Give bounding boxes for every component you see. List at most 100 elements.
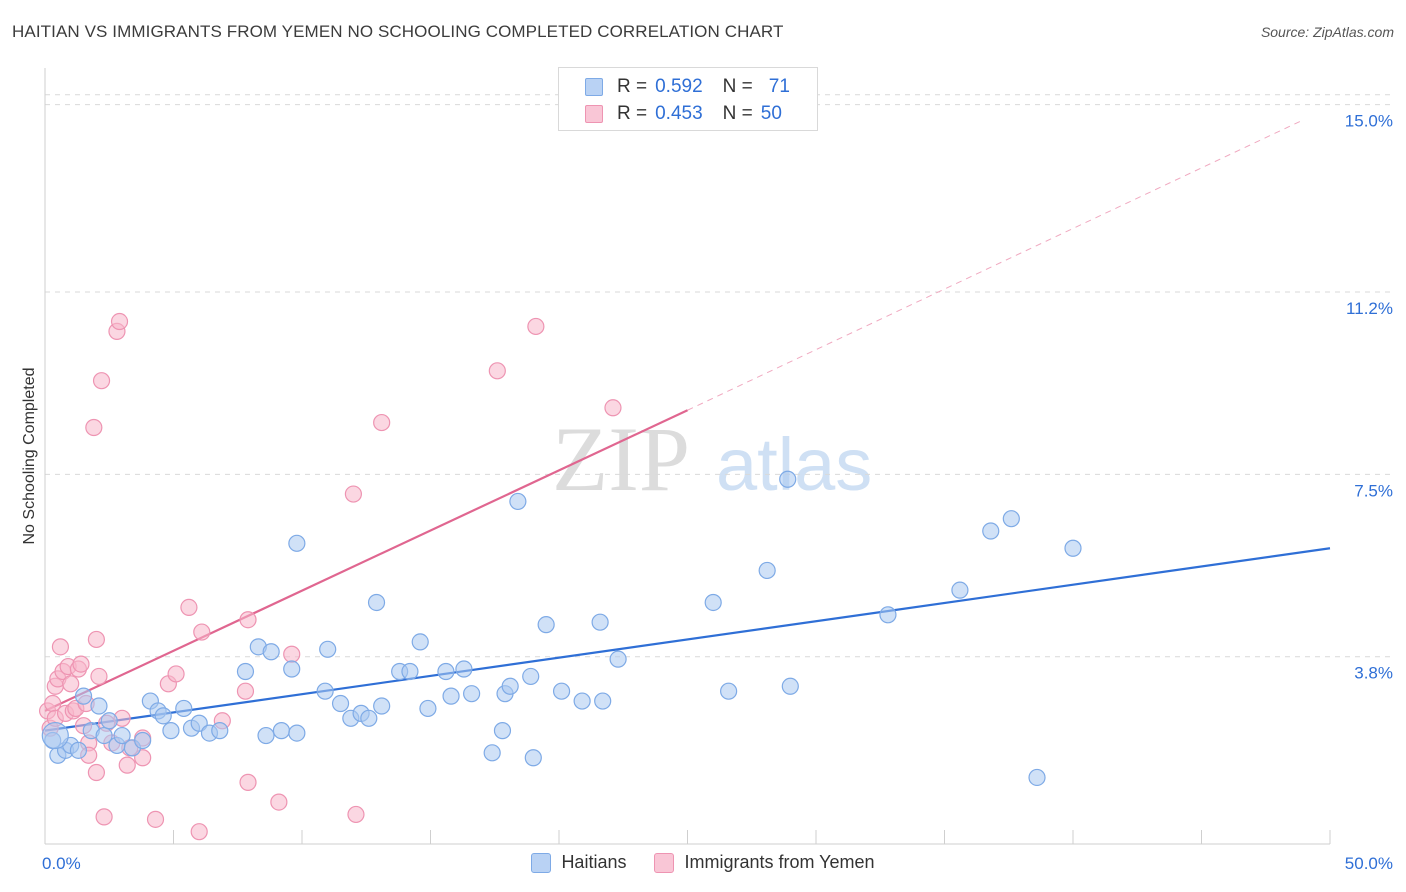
yemen-point	[373, 413, 391, 432]
haitian-trend-line	[44, 547, 1331, 732]
haitian-point	[257, 726, 275, 745]
n-label: N =	[722, 76, 753, 97]
haitian-point	[69, 741, 88, 759]
haitian-point	[316, 682, 334, 700]
haitian-point	[483, 744, 501, 762]
haitian-point	[573, 692, 591, 710]
yemen-point	[190, 823, 208, 841]
haitian-point	[262, 643, 280, 661]
haitian-point	[720, 682, 738, 700]
yemen-point	[90, 667, 108, 686]
legend-swatch-haitians	[585, 78, 603, 96]
yemen-point	[110, 312, 129, 331]
haitian-point	[100, 712, 118, 730]
yemen-point	[146, 810, 165, 828]
data-points	[38, 312, 1082, 841]
n-label: N =	[722, 103, 753, 124]
series-legend: Haitians Immigrants from Yemen	[0, 852, 1406, 873]
haitian-point	[373, 697, 391, 715]
haitian-point	[758, 561, 776, 580]
haitian-point	[501, 677, 519, 695]
haitian-point	[609, 650, 627, 668]
y-tick-label: 7.5%	[1354, 481, 1393, 500]
haitian-point	[522, 667, 540, 686]
haitian-point	[272, 722, 291, 740]
haitian-point	[591, 613, 609, 631]
yemen-point	[87, 630, 106, 649]
legend-row-haitians: R = 0.592 N = 71	[585, 75, 790, 99]
yemen-point	[347, 805, 365, 824]
source-credit: Source: ZipAtlas.com	[1260, 24, 1394, 40]
yemen-point	[270, 793, 288, 811]
yemen-point	[283, 645, 301, 663]
yemen-trend-extension	[687, 118, 1305, 411]
haitian-point	[113, 726, 131, 745]
yemen-point	[604, 399, 622, 417]
yemen-trend-line	[44, 409, 688, 712]
haitian-point	[524, 749, 542, 767]
yemen-point	[527, 317, 545, 336]
haitian-point	[951, 581, 969, 599]
haitian-point	[419, 699, 437, 718]
haitian-point	[1028, 768, 1046, 787]
yemen-point	[180, 598, 198, 617]
legend-item-yemen: Immigrants from Yemen	[654, 852, 875, 873]
haitian-cluster-point	[41, 721, 69, 750]
haitian-point	[437, 662, 455, 681]
yemen-point	[167, 665, 185, 683]
y-tick-label: 15.0%	[1345, 112, 1393, 131]
haitian-point	[781, 677, 799, 695]
haitian-point	[74, 687, 93, 705]
haitian-point	[283, 660, 301, 678]
legend-item-haitians: Haitians	[531, 852, 626, 873]
correlation-legend: R = 0.592 N = 71 R = 0.453 N = 50	[558, 67, 818, 131]
r-label: R =	[617, 76, 648, 97]
haitian-point	[90, 697, 108, 715]
haitian-point	[463, 685, 481, 703]
haitian-point	[1064, 539, 1082, 557]
haitian-point	[982, 522, 1000, 540]
y-tick-label: 3.8%	[1354, 664, 1393, 683]
trend-lines	[44, 118, 1331, 732]
tick-labels: 3.8% 7.5% 11.2% 15.0% 0.0% 50.0%	[42, 112, 1393, 873]
haitian-point	[704, 593, 722, 612]
r-label: R =	[617, 103, 648, 124]
haitian-point	[319, 640, 337, 658]
watermark-atlas: atlas	[716, 423, 872, 506]
legend-swatch-yemen	[585, 105, 603, 123]
haitian-point	[594, 692, 612, 710]
haitian-point	[211, 722, 229, 740]
haitian-point	[455, 660, 473, 678]
yemen-point	[85, 418, 103, 437]
legend-label-haitians: Haitians	[561, 852, 627, 872]
yemen-point	[118, 756, 136, 774]
legend-row-yemen: R = 0.453 N = 50	[585, 102, 782, 126]
haitian-point	[288, 724, 306, 742]
yemen-point	[239, 611, 257, 629]
yemen-point	[193, 623, 211, 641]
yemen-point	[87, 763, 106, 782]
yemen-point	[62, 675, 80, 693]
yemen-point	[72, 655, 90, 673]
haitian-point	[134, 731, 152, 750]
haitian-point	[288, 534, 306, 552]
haitian-point	[360, 709, 378, 727]
x-tick-label: 0.0%	[42, 854, 81, 873]
legend-swatch-haitians	[531, 852, 552, 873]
haitian-point	[401, 662, 419, 681]
yemen-point	[488, 362, 506, 380]
haitian-point	[175, 699, 193, 718]
legend-label-yemen: Immigrants from Yemen	[684, 852, 875, 872]
yemen-point	[51, 638, 70, 656]
grid	[45, 94, 1392, 658]
haitian-point	[154, 707, 172, 725]
haitian-point	[411, 633, 429, 651]
yemen-point	[239, 773, 257, 791]
haitian-point	[162, 722, 180, 740]
x-tick-label: 50.0%	[1345, 854, 1393, 873]
haitian-point	[442, 687, 460, 705]
yemen-point	[344, 485, 362, 503]
haitian-point	[879, 606, 897, 624]
haitian-point	[537, 616, 555, 634]
